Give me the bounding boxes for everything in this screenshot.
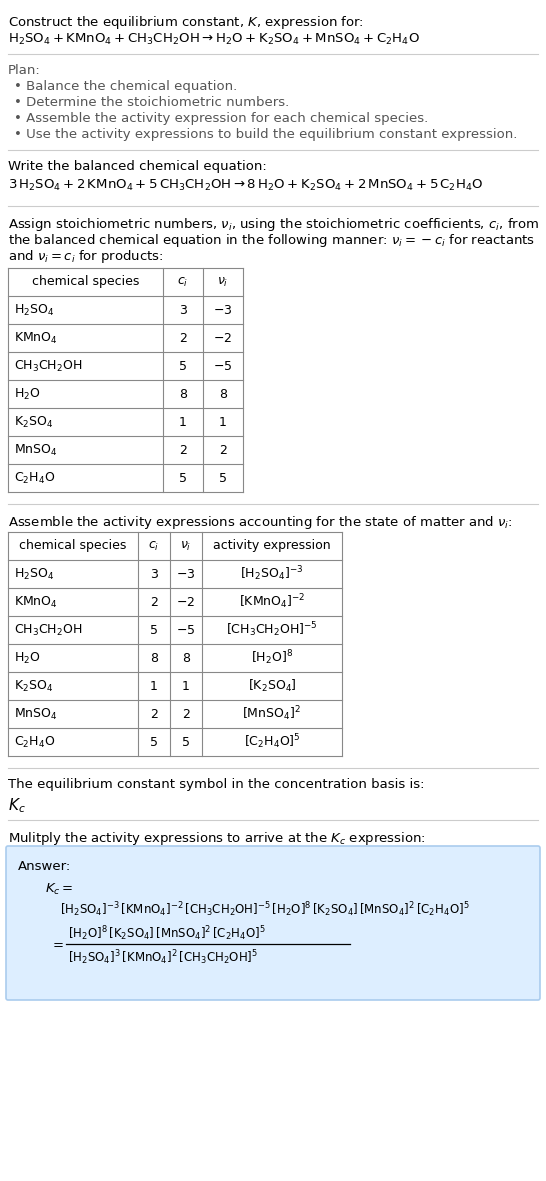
Text: $[\mathrm{H_2SO_4}]^{3}\,[\mathrm{KMnO_4}]^{2}\,[\mathrm{CH_3CH_2OH}]^{5}$: $[\mathrm{H_2SO_4}]^{3}\,[\mathrm{KMnO_4… xyxy=(68,948,258,967)
Text: 2: 2 xyxy=(150,595,158,608)
Text: $[\mathrm{K_2SO_4}]$: $[\mathrm{K_2SO_4}]$ xyxy=(248,678,296,694)
Text: $-2$: $-2$ xyxy=(176,595,195,608)
Text: $\mathrm{H_2O}$: $\mathrm{H_2O}$ xyxy=(14,651,40,666)
Text: $\mathrm{C_2H_4O}$: $\mathrm{C_2H_4O}$ xyxy=(14,735,55,750)
Text: 5: 5 xyxy=(179,471,187,484)
Text: $c_i$: $c_i$ xyxy=(177,275,188,288)
Text: $\nu_i$: $\nu_i$ xyxy=(180,540,192,553)
Text: $\mathrm{H_2O}$: $\mathrm{H_2O}$ xyxy=(14,386,40,402)
Text: $[\mathrm{C_2H_4O}]^{5}$: $[\mathrm{C_2H_4O}]^{5}$ xyxy=(244,732,300,751)
Text: $-3$: $-3$ xyxy=(176,568,195,581)
Text: $\mathrm{MnSO_4}$: $\mathrm{MnSO_4}$ xyxy=(14,443,57,457)
Text: 2: 2 xyxy=(179,444,187,457)
Text: 5: 5 xyxy=(179,359,187,372)
Text: 2: 2 xyxy=(150,707,158,720)
Text: $-2$: $-2$ xyxy=(213,332,233,345)
Text: $\mathrm{CH_3CH_2OH}$: $\mathrm{CH_3CH_2OH}$ xyxy=(14,622,82,638)
FancyBboxPatch shape xyxy=(6,846,540,1000)
Text: • Assemble the activity expression for each chemical species.: • Assemble the activity expression for e… xyxy=(14,112,428,125)
Text: 1: 1 xyxy=(150,679,158,692)
Text: 2: 2 xyxy=(182,707,190,720)
Text: 5: 5 xyxy=(182,736,190,749)
Text: $[\mathrm{H_2SO_4}]^{-3}\,[\mathrm{KMnO_4}]^{-2}\,[\mathrm{CH_3CH_2OH}]^{-5}\,[\: $[\mathrm{H_2SO_4}]^{-3}\,[\mathrm{KMnO_… xyxy=(60,900,470,919)
Text: $[\mathrm{H_2SO_4}]^{-3}$: $[\mathrm{H_2SO_4}]^{-3}$ xyxy=(240,565,304,583)
Text: $\mathrm{CH_3CH_2OH}$: $\mathrm{CH_3CH_2OH}$ xyxy=(14,359,82,373)
Text: $c_i$: $c_i$ xyxy=(149,540,159,553)
Text: Write the balanced chemical equation:: Write the balanced chemical equation: xyxy=(8,159,267,172)
Text: 8: 8 xyxy=(219,387,227,400)
Text: 2: 2 xyxy=(219,444,227,457)
Text: $\mathrm{K_2SO_4}$: $\mathrm{K_2SO_4}$ xyxy=(14,678,53,693)
Text: $\mathrm{MnSO_4}$: $\mathrm{MnSO_4}$ xyxy=(14,706,57,722)
Text: $\mathrm{H_2SO_4}$: $\mathrm{H_2SO_4}$ xyxy=(14,302,54,318)
Text: $=$: $=$ xyxy=(50,938,64,951)
Bar xyxy=(8,531,342,756)
Text: 1: 1 xyxy=(179,416,187,429)
Text: activity expression: activity expression xyxy=(213,540,331,553)
Text: • Determine the stoichiometric numbers.: • Determine the stoichiometric numbers. xyxy=(14,96,289,109)
Text: 8: 8 xyxy=(150,652,158,665)
Text: Plan:: Plan: xyxy=(8,64,41,77)
Text: • Use the activity expressions to build the equilibrium constant expression.: • Use the activity expressions to build … xyxy=(14,128,518,141)
Text: and $\nu_i = c_i$ for products:: and $\nu_i = c_i$ for products: xyxy=(8,248,164,265)
Text: Answer:: Answer: xyxy=(18,860,71,873)
Text: $\mathrm{KMnO_4}$: $\mathrm{KMnO_4}$ xyxy=(14,331,58,346)
Text: 8: 8 xyxy=(179,387,187,400)
Text: $K_c$: $K_c$ xyxy=(8,796,26,815)
Text: $[\mathrm{MnSO_4}]^{2}$: $[\mathrm{MnSO_4}]^{2}$ xyxy=(242,705,301,723)
Text: Mulitply the activity expressions to arrive at the $K_c$ expression:: Mulitply the activity expressions to arr… xyxy=(8,830,426,847)
Text: • Balance the chemical equation.: • Balance the chemical equation. xyxy=(14,80,238,93)
Text: 1: 1 xyxy=(182,679,190,692)
Text: $\mathrm{KMnO_4}$: $\mathrm{KMnO_4}$ xyxy=(14,594,58,609)
Text: $\mathrm{3\,H_2SO_4 + 2\,KMnO_4 + 5\,CH_3CH_2OH \rightarrow 8\,H_2O + K_2SO_4 + : $\mathrm{3\,H_2SO_4 + 2\,KMnO_4 + 5\,CH_… xyxy=(8,178,483,194)
Text: $-3$: $-3$ xyxy=(213,304,233,317)
Text: 1: 1 xyxy=(219,416,227,429)
Text: $\mathrm{H_2SO_4}$: $\mathrm{H_2SO_4}$ xyxy=(14,567,54,581)
Text: Assemble the activity expressions accounting for the state of matter and $\nu_i$: Assemble the activity expressions accoun… xyxy=(8,514,513,531)
Text: $[\mathrm{H_2O}]^{8}$: $[\mathrm{H_2O}]^{8}$ xyxy=(251,648,293,667)
Text: Construct the equilibrium constant, $K$, expression for:: Construct the equilibrium constant, $K$,… xyxy=(8,14,364,31)
Text: $K_c =$: $K_c =$ xyxy=(45,882,73,898)
Text: $-5$: $-5$ xyxy=(213,359,233,372)
Bar xyxy=(8,268,243,492)
Text: $[\mathrm{CH_3CH_2OH}]^{-5}$: $[\mathrm{CH_3CH_2OH}]^{-5}$ xyxy=(226,621,318,639)
Text: the balanced chemical equation in the following manner: $\nu_i = -c_i$ for react: the balanced chemical equation in the fo… xyxy=(8,231,535,249)
Text: 3: 3 xyxy=(150,568,158,581)
Text: $-5$: $-5$ xyxy=(176,624,195,637)
Text: 5: 5 xyxy=(219,471,227,484)
Text: $\mathrm{K_2SO_4}$: $\mathrm{K_2SO_4}$ xyxy=(14,415,53,430)
Text: Assign stoichiometric numbers, $\nu_i$, using the stoichiometric coefficients, $: Assign stoichiometric numbers, $\nu_i$, … xyxy=(8,216,539,233)
Text: 2: 2 xyxy=(179,332,187,345)
Text: $[\mathrm{KMnO_4}]^{-2}$: $[\mathrm{KMnO_4}]^{-2}$ xyxy=(239,593,305,612)
Text: chemical species: chemical species xyxy=(19,540,127,553)
Text: $\mathrm{H_2SO_4 + KMnO_4 + CH_3CH_2OH \rightarrow H_2O + K_2SO_4 + MnSO_4 + C_2: $\mathrm{H_2SO_4 + KMnO_4 + CH_3CH_2OH \… xyxy=(8,32,420,47)
Text: The equilibrium constant symbol in the concentration basis is:: The equilibrium constant symbol in the c… xyxy=(8,778,424,791)
Text: chemical species: chemical species xyxy=(32,275,139,288)
Text: $[\mathrm{H_2O}]^{8}\,[\mathrm{K_2SO_4}]\,[\mathrm{MnSO_4}]^{2}\,[\mathrm{C_2H_4: $[\mathrm{H_2O}]^{8}\,[\mathrm{K_2SO_4}]… xyxy=(68,924,266,942)
Text: $\mathrm{C_2H_4O}$: $\mathrm{C_2H_4O}$ xyxy=(14,470,55,485)
Text: 8: 8 xyxy=(182,652,190,665)
Text: $\nu_i$: $\nu_i$ xyxy=(217,275,229,288)
Text: 3: 3 xyxy=(179,304,187,317)
Text: 5: 5 xyxy=(150,736,158,749)
Text: 5: 5 xyxy=(150,624,158,637)
